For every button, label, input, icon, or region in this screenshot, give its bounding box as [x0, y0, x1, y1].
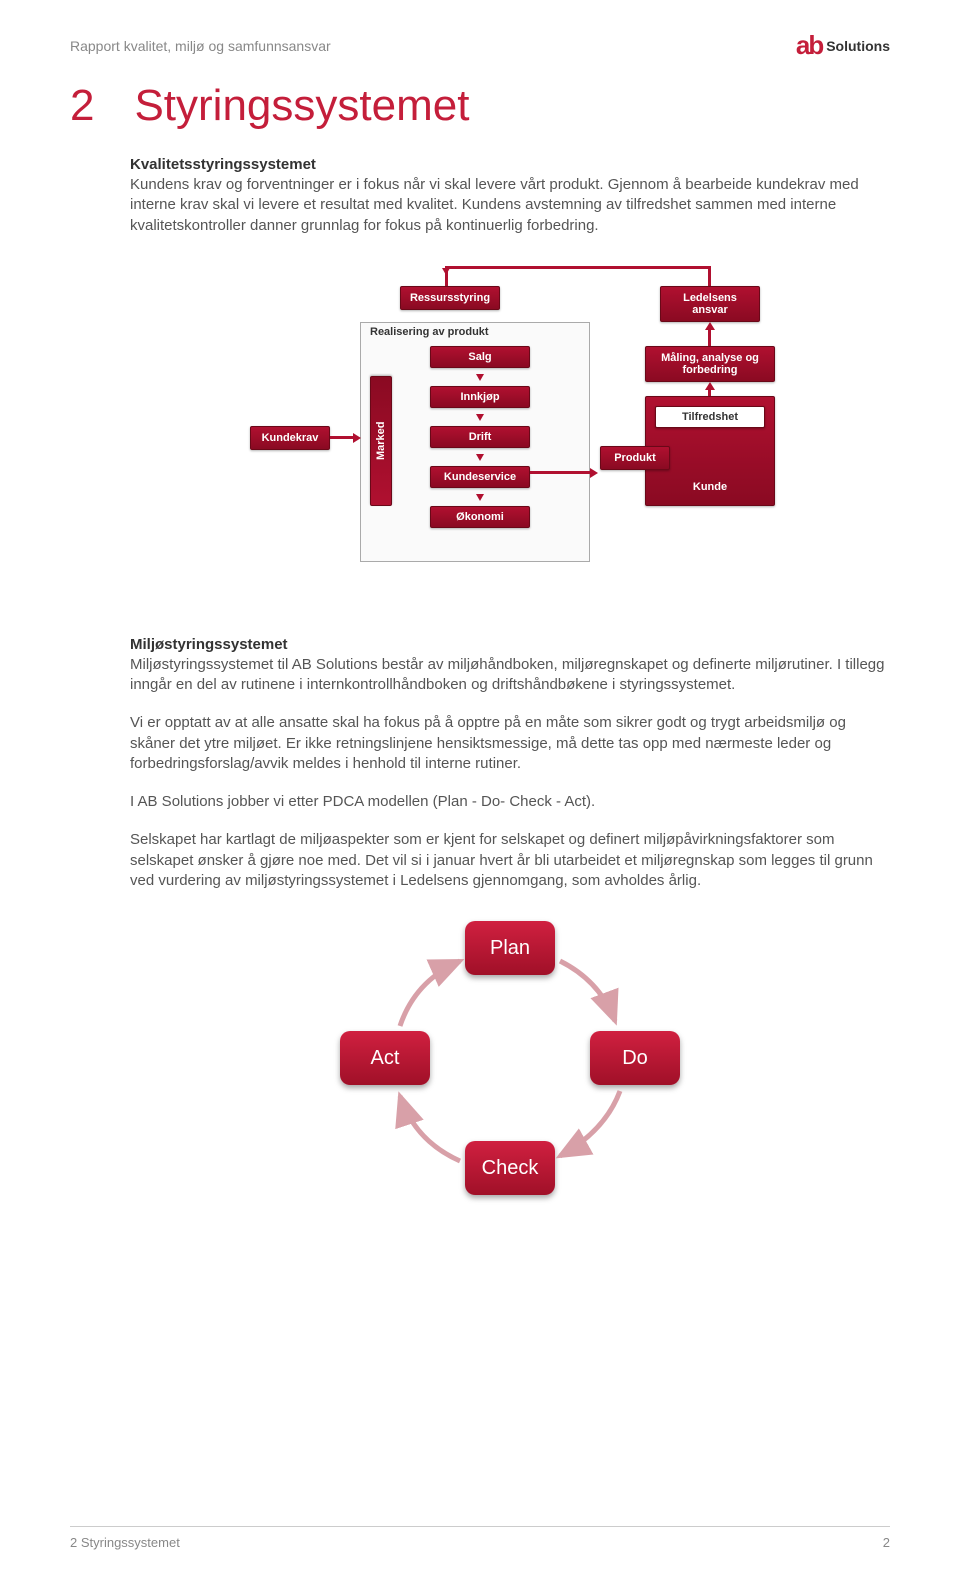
node-marked: Marked — [370, 376, 392, 506]
node-drift: Drift — [430, 426, 530, 448]
section-number: 2 — [70, 81, 130, 131]
node-tilfredshet: Tilfredshet — [655, 406, 765, 428]
kvalitet-heading: Kvalitetsstyringssystemet — [130, 156, 890, 173]
arrowhead — [476, 374, 484, 381]
arrowhead — [476, 454, 484, 461]
pdca-diagram: Plan Do Check Act — [330, 921, 690, 1221]
section-header: 2 Styringssystemet — [70, 81, 890, 131]
logo-mark: ab — [796, 30, 822, 61]
arrow — [708, 330, 711, 346]
miljo-p1: Miljøstyringssystemet til AB Solutions b… — [130, 655, 890, 696]
arrow — [530, 471, 590, 474]
section-title: Styringssystemet — [134, 81, 469, 131]
arrow — [330, 436, 355, 439]
node-ledelsens: Ledelsens ansvar — [660, 286, 760, 322]
arrowhead — [476, 494, 484, 501]
node-okonomi: Økonomi — [430, 506, 530, 528]
node-salg: Salg — [430, 346, 530, 368]
arrowhead — [705, 322, 715, 330]
node-kundeservice: Kundeservice — [430, 466, 530, 488]
arrowhead — [476, 414, 484, 421]
miljo-p3: I AB Solutions jobber vi etter PDCA mode… — [130, 792, 890, 812]
arrowhead — [353, 433, 361, 443]
miljo-p2: Vi er opptatt av at alle ansatte skal ha… — [130, 713, 890, 774]
node-innkjop: Innkjøp — [430, 386, 530, 408]
page-header: Rapport kvalitet, miljø og samfunnsansva… — [70, 30, 890, 61]
miljo-heading: Miljøstyringssystemet — [130, 636, 890, 653]
node-kundekrav: Kundekrav — [250, 426, 330, 450]
label-realisering: Realisering av produkt — [370, 326, 489, 338]
kvalitet-para: Kundens krav og forventninger er i fokus… — [130, 175, 890, 236]
report-title: Rapport kvalitet, miljø og samfunnsansva… — [70, 38, 331, 54]
footer-right: 2 — [883, 1535, 890, 1550]
node-ressursstyring: Ressursstyring — [400, 286, 500, 310]
arrowhead — [705, 382, 715, 390]
pdca-arrows — [330, 921, 690, 1201]
node-maling: Måling, analyse og forbedring — [645, 346, 775, 382]
arrow — [445, 266, 710, 269]
footer-left: 2 Styringssystemet — [70, 1535, 180, 1550]
arrow — [445, 266, 448, 286]
node-produkt: Produkt — [600, 446, 670, 470]
label-kunde: Kunde — [693, 481, 727, 493]
arrow — [708, 266, 711, 286]
arrowhead — [590, 468, 598, 478]
miljo-p4: Selskapet har kartlagt de miljøaspekter … — [130, 830, 890, 891]
kvalitet-flowchart: Ressursstyring Ledelsens ansvar Realiser… — [230, 266, 790, 596]
page-footer: 2 Styringssystemet 2 — [70, 1526, 890, 1550]
logo-text: Solutions — [826, 38, 890, 54]
logo: ab Solutions — [796, 30, 890, 61]
